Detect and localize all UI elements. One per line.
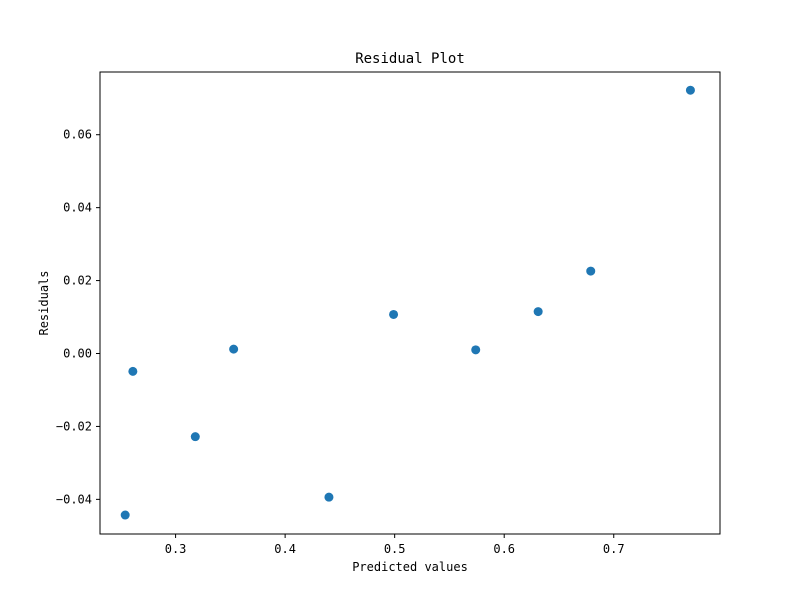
y-tick-label: 0.06 [63, 128, 92, 142]
y-tick-label: 0.00 [63, 347, 92, 361]
data-point [533, 307, 543, 317]
data-point [128, 366, 138, 376]
x-tick-label: 0.5 [384, 542, 406, 556]
y-tick-label: −0.04 [56, 492, 92, 506]
y-tick-label: 0.02 [63, 274, 92, 288]
data-point [685, 85, 695, 95]
data-point [389, 309, 399, 319]
plot-frame [99, 71, 721, 535]
plot-area [120, 85, 695, 520]
data-point [586, 266, 596, 276]
x-tick-label: 0.7 [603, 542, 625, 556]
x-tick-label: 0.6 [493, 542, 515, 556]
x-tick-label: 0.3 [165, 542, 187, 556]
x-axis-label: Predicted values [352, 560, 468, 574]
y-axis-label: Residuals [37, 270, 51, 335]
data-point [229, 344, 239, 354]
y-tick-label: −0.02 [56, 419, 92, 433]
data-point [120, 510, 130, 520]
data-point [471, 345, 481, 355]
x-tick-label: 0.4 [274, 542, 296, 556]
x-axis: 0.3 0.4 0.5 0.6 0.7 [165, 534, 625, 556]
data-point [324, 492, 334, 502]
y-tick-label: 0.04 [63, 201, 92, 215]
y-axis: −0.04 −0.02 0.00 0.02 0.04 0.06 [56, 128, 100, 506]
chart-title: Residual Plot [355, 51, 465, 67]
data-point [190, 432, 200, 442]
